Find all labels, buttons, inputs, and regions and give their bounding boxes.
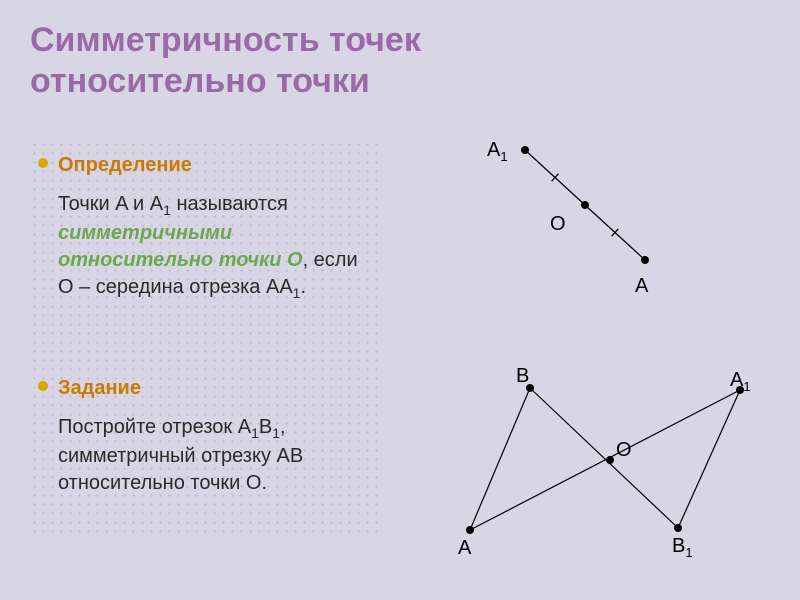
task-text-1: Постройте отрезок A: [58, 416, 251, 438]
slide-title: Симметричность точек относительно точки: [0, 0, 800, 112]
svg-text:A: A: [635, 275, 649, 297]
def-text-4: .: [300, 276, 306, 298]
diagram-segment-symmetry: A1 O A: [487, 139, 649, 297]
definition-heading: Определение: [58, 152, 380, 179]
svg-text:O: O: [550, 213, 566, 235]
def-text-1: Точки A и A: [58, 193, 163, 215]
task-body: Постройте отрезок A1B1, симметричный отр…: [58, 414, 358, 497]
svg-text:O: O: [616, 439, 632, 461]
task-text-2: B: [259, 416, 272, 438]
text-panel: Определение Точки A и A1 называются симм…: [30, 140, 380, 540]
geometry-diagram: A1 O A A B O A1 B1: [420, 130, 780, 570]
svg-text:A1: A1: [487, 139, 508, 164]
definition-body: Точки A и A1 называются симметричными от…: [58, 191, 358, 303]
task-heading-text: Задание: [58, 377, 141, 399]
title-line2: относительно точки: [30, 62, 370, 100]
bullet-icon: [38, 381, 48, 391]
title-line1: Симметричность точек: [30, 21, 421, 59]
svg-text:B: B: [516, 365, 529, 387]
svg-text:B1: B1: [672, 535, 693, 560]
diagram-area: A1 O A A B O A1 B1: [420, 130, 780, 570]
svg-text:A1: A1: [730, 369, 751, 394]
definition-heading-text: Определение: [58, 154, 192, 176]
def-text-2: называются: [171, 193, 288, 215]
svg-text:A: A: [458, 537, 472, 559]
diagram-segment-reflection: A B O A1 B1: [458, 365, 751, 560]
bullet-icon: [38, 158, 48, 168]
task-heading: Задание: [58, 375, 380, 402]
definition-emphasis: симметричными относительно точки O: [58, 222, 303, 271]
